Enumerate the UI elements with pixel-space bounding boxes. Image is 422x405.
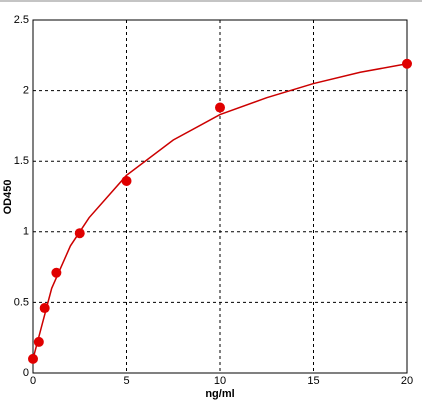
x-tick-label: 0 [30,375,36,387]
y-tick-label: 0.5 [14,296,29,308]
data-point [74,228,85,239]
x-tick-label: 10 [214,375,226,387]
x-tick-label: 5 [123,375,129,387]
x-tick-label: 15 [307,375,319,387]
data-point [33,336,44,347]
y-tick-label: 0 [23,367,29,379]
data-point [215,102,225,113]
data-point [402,58,412,69]
data-point [121,175,132,186]
y-tick-label: 2.5 [14,14,29,26]
x-tick-label: 20 [401,375,413,387]
y-axis-label: OD450 [2,180,14,215]
fit-curve [32,63,408,360]
plot-frame [32,19,408,374]
data-point [51,267,62,278]
y-tick-label: 1.5 [14,155,29,167]
x-axis-label: ng/ml [205,388,234,400]
y-tick-label: 1 [23,226,29,238]
data-point [39,303,50,314]
y-tick-label: 2 [23,85,29,97]
data-point [28,353,38,364]
